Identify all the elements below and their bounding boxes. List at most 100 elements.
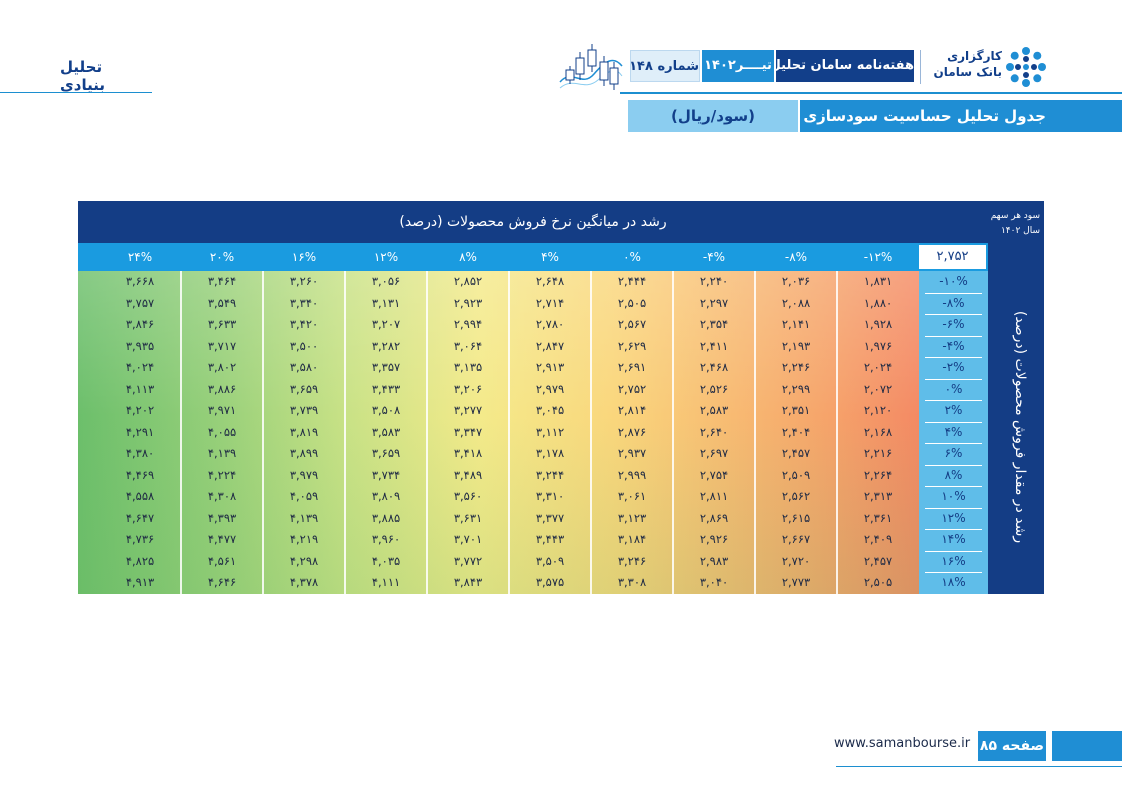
eps-cell: ۱,۸۸۰ (863, 295, 893, 310)
eps-cell: ۲,۴۰۹ (863, 532, 893, 546)
eps-cell: ۳,۸۸۵ (371, 510, 401, 525)
eps-cell: ۲,۳۱۳ (863, 489, 893, 503)
logo-separator (920, 50, 921, 84)
column-separator (426, 271, 428, 594)
eps-cell: ۳,۵۸۳ (371, 424, 401, 439)
document-title: جدول تحلیل حساسیت سودسازی (800, 100, 1122, 132)
website-url[interactable]: www.samanbourse.ir (834, 736, 971, 751)
eps-cell: ۳,۷۳۴ (371, 467, 401, 482)
eps-cell: ۲,۲۱۶ (863, 446, 893, 460)
row-header: -۸% (942, 295, 965, 310)
eps-cell: ۳,۷۳۹ (289, 403, 319, 417)
eps-cell: ۴,۸۲۵ (125, 553, 155, 568)
eps-cell: ۳,۶۳۱ (453, 510, 483, 525)
row-separator (925, 292, 982, 294)
eps-cell: ۳,۴۳۳ (371, 381, 401, 396)
eps-cell: ۴,۳۷۸ (289, 575, 319, 589)
base-eps-value: ۲,۷۵۲ (919, 245, 986, 269)
eps-cell: ۲,۹۳۷ (617, 446, 647, 460)
eps-cell: ۲,۵۰۹ (781, 467, 811, 482)
row-header: ۱۶% (941, 553, 966, 568)
column-header: ۲۰% (209, 250, 235, 264)
eps-cell: ۲,۹۲۳ (453, 295, 483, 310)
eps-cell: ۲,۹۹۹ (617, 467, 647, 482)
row-header: ۱۰% (941, 489, 966, 503)
eps-cell: ۳,۲۰۶ (453, 381, 483, 396)
row-separator (925, 464, 982, 466)
row-separator (925, 357, 982, 358)
eps-cell: ۲,۳۶۱ (863, 510, 893, 525)
row-separator (925, 572, 982, 573)
grid-shade (78, 271, 919, 594)
eps-cell: ۲,۴۰۴ (781, 424, 811, 439)
eps-cell: ۲,۴۶۸ (699, 360, 729, 374)
eps-cell: ۳,۰۶۴ (453, 338, 483, 353)
row-axis-title: رشد در مقدار فروش محصولات (درصد) (1012, 311, 1028, 543)
column-separator (836, 271, 838, 594)
column-axis-title: رشد در میانگین نرخ فروش محصولات (درصد) (78, 201, 988, 243)
eps-label-line-2: سال ۱۴۰۲ (1000, 226, 1040, 236)
eps-cell: ۲,۷۸۰ (535, 317, 565, 331)
column-header: ۰% (623, 250, 641, 264)
eps-cell: ۳,۰۴۰ (699, 575, 729, 589)
eps-cell: ۳,۶۵۹ (289, 381, 319, 396)
eps-cell: ۳,۲۶۰ (289, 274, 319, 288)
eps-cell: ۴,۰۳۵ (371, 553, 401, 568)
eps-cell: ۳,۳۱۰ (535, 489, 565, 503)
row-separator (925, 550, 982, 552)
eps-cell: ۳,۲۰۷ (371, 317, 401, 331)
eps-cell: ۳,۵۰۹ (535, 553, 565, 568)
column-header: ۴% (541, 250, 559, 264)
column-separator (590, 271, 592, 594)
left-divider (0, 92, 152, 93)
eps-cell: ۳,۷۰۱ (453, 532, 483, 546)
eps-cell: ۲,۲۴۶ (781, 360, 811, 374)
eps-cell: ۲,۷۵۲ (617, 381, 647, 396)
eps-cell: ۲,۵۲۶ (699, 381, 729, 396)
column-header: -۱۲% (863, 250, 893, 264)
value-grid: ۱,۸۳۱ ۲,۰۳۶ ۲,۲۴۰ ۲,۴۴۴ ۲,۶۴۸ ۲,۸۵۲ ۳,۰۵۶ ۳,۲۶۰… (78, 271, 919, 594)
eps-cell: ۳,۵۸۰ (289, 360, 319, 374)
eps-cell: ۲,۱۶۸ (863, 424, 893, 439)
candlestick-chart-icon (559, 44, 623, 90)
eps-cell: ۲,۶۱۵ (781, 510, 811, 525)
eps-cell: ۲,۸۶۹ (699, 510, 729, 525)
row-separator (925, 400, 982, 401)
row-header: -۱۰% (939, 274, 968, 288)
row-header: ۱۲% (941, 510, 966, 525)
column-header: -۸% (784, 250, 808, 264)
eps-cell: ۲,۶۹۷ (699, 446, 729, 460)
row-header: ۰% (944, 381, 963, 396)
eps-cell: ۲,۵۰۵ (617, 295, 647, 310)
row-separator (925, 378, 982, 380)
eps-cell: ۴,۰۵۵ (207, 424, 237, 439)
eps-cell: ۲,۹۹۴ (453, 317, 483, 331)
eps-cell: ۲,۸۱۴ (617, 403, 647, 417)
row-header: ۱۴% (941, 532, 966, 546)
eps-cell: ۱,۹۲۸ (863, 317, 893, 331)
eps-label: سود هر سهم سال ۱۴۰۲ (988, 209, 1040, 239)
eps-cell: ۲,۵۰۵ (863, 575, 893, 589)
column-header: ۸% (459, 250, 477, 264)
eps-cell: ۳,۷۱۷ (207, 338, 237, 353)
eps-cell: ۳,۳۴۰ (289, 295, 319, 310)
column-header-row: -۱۲% -۸% -۴% ۰% ۴% ۸% ۱۲% ۱۶% ۲۰% ۲۴% (78, 243, 988, 271)
eps-cell: ۳,۸۰۹ (371, 489, 401, 503)
eps-cell: ۳,۰۴۵ (535, 403, 565, 417)
eps-cell: ۲,۵۶۷ (617, 317, 647, 331)
eps-cell: ۲,۷۲۰ (781, 553, 811, 568)
eps-cell: ۴,۲۹۱ (125, 424, 155, 439)
row-header: ۸% (944, 467, 963, 482)
row-separator (925, 335, 982, 337)
eps-cell: ۴,۴۶۹ (125, 467, 155, 482)
eps-cell: ۳,۸۴۳ (453, 575, 483, 589)
eps-cell: ۴,۱۱۳ (125, 381, 155, 396)
eps-cell: ۳,۲۸۲ (371, 338, 401, 353)
eps-cell: ۴,۶۴۶ (207, 575, 237, 589)
eps-cell: ۲,۱۲۰ (863, 403, 893, 417)
eps-cell: ۳,۴۲۰ (289, 317, 319, 331)
eps-cell: ۳,۹۳۵ (125, 338, 155, 353)
column-separator (672, 271, 674, 594)
brand-line-2: بانک سامان (933, 65, 1002, 79)
eps-cell: ۳,۸۴۶ (125, 317, 155, 331)
